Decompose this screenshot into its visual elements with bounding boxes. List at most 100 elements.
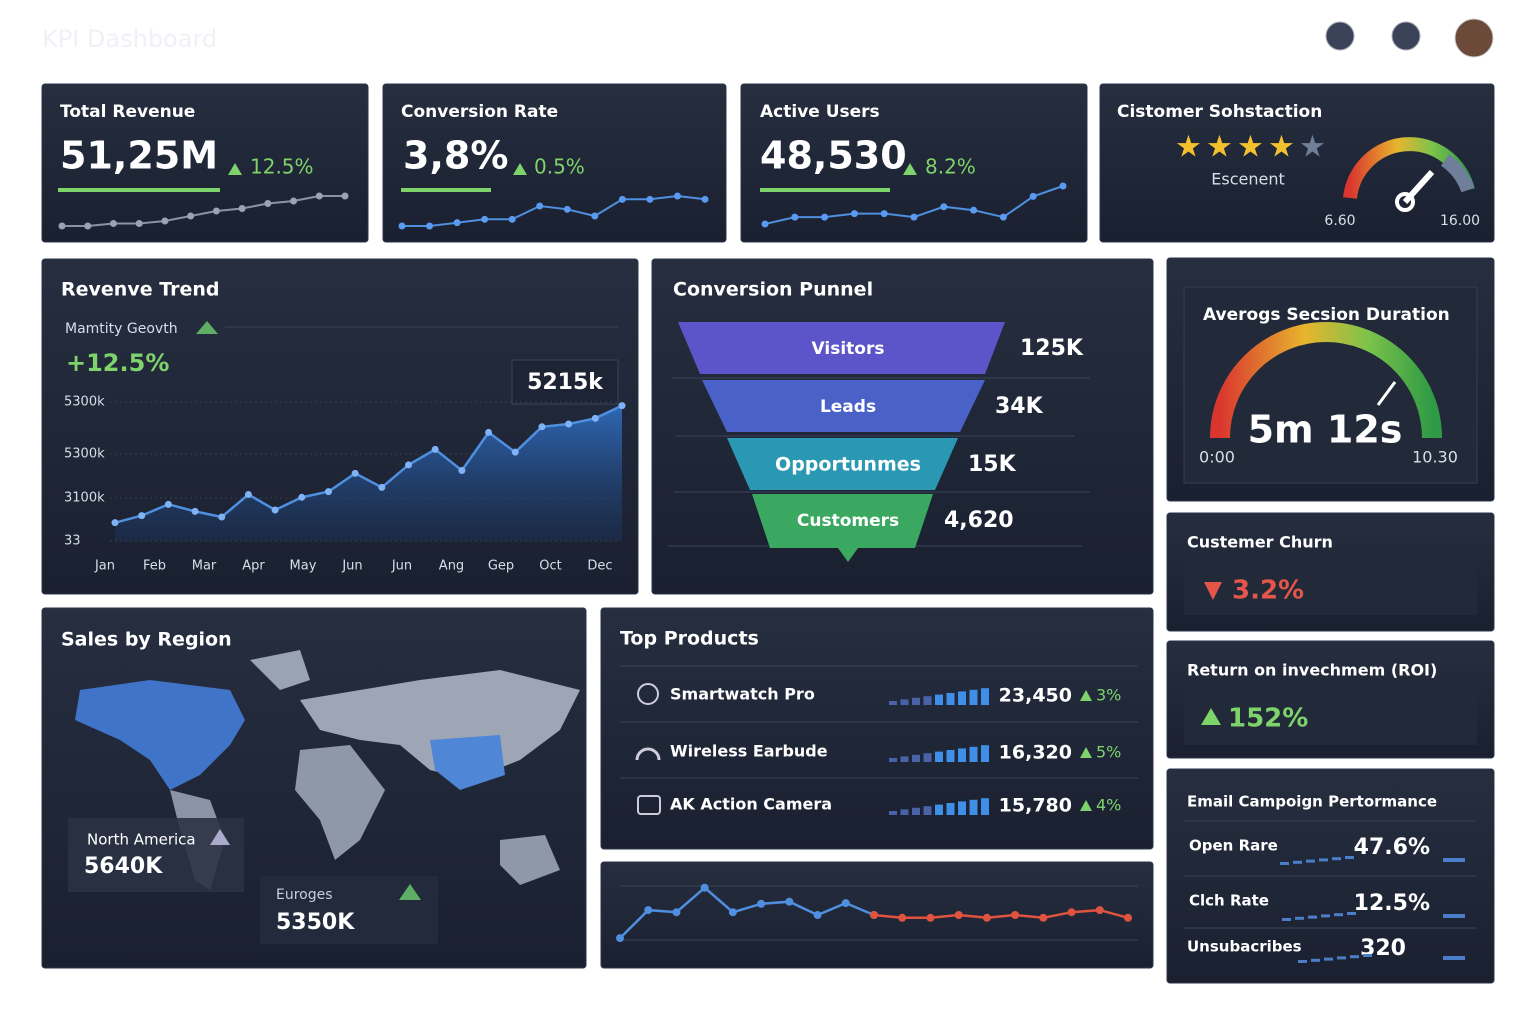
- funnel-label: Visitors: [812, 339, 885, 359]
- point: [1095, 906, 1104, 915]
- icon-button[interactable]: [1391, 21, 1421, 51]
- x-tick-label: Dec: [587, 559, 612, 574]
- product-change: 3%: [1096, 686, 1121, 705]
- point: [898, 913, 907, 922]
- dash: [1306, 859, 1315, 863]
- kpi-change: 0.5%: [534, 155, 585, 179]
- point: [618, 402, 626, 410]
- line: [873, 908, 1129, 920]
- sparkline: [62, 195, 345, 227]
- mini-bar: [912, 807, 920, 815]
- icon-button[interactable]: [1325, 21, 1355, 51]
- point: [616, 934, 624, 943]
- kpi-value: 48,530: [760, 134, 907, 178]
- gauge-max: 16.00: [1440, 213, 1480, 229]
- mini-bar: [900, 756, 909, 762]
- point: [351, 469, 359, 477]
- point: [191, 507, 199, 515]
- x-tick-label: Mar: [192, 559, 217, 574]
- funnel-label: Opportunmes: [775, 454, 921, 476]
- mini-bar: [923, 753, 932, 762]
- spark-point: [880, 210, 888, 218]
- progress: [760, 188, 890, 192]
- up-icon: [228, 163, 242, 175]
- point: [565, 420, 573, 428]
- y-axis-label: 3100k: [64, 491, 105, 506]
- x-tick-label: Jun: [391, 559, 412, 574]
- mini-bar: [981, 745, 989, 762]
- gauge-value: 5m 12s: [1248, 408, 1403, 452]
- mini-bar: [946, 693, 955, 705]
- spark-point: [999, 213, 1007, 221]
- avatar[interactable]: [1454, 18, 1494, 58]
- product-change: 4%: [1096, 796, 1121, 815]
- funnel-value: 125K: [1020, 336, 1084, 361]
- card-title: Custemer Churn: [1187, 533, 1333, 552]
- spark-point: [161, 217, 169, 225]
- point: [244, 490, 252, 498]
- continent: [500, 835, 560, 885]
- star: ★: [1299, 130, 1326, 165]
- spark-point: [84, 222, 92, 230]
- point: [511, 448, 519, 456]
- point: [785, 897, 794, 906]
- spark-point: [426, 222, 434, 230]
- card-title: Averogs Secsion Duration: [1203, 305, 1450, 325]
- x-tick-label: Oct: [539, 559, 561, 574]
- funnel-label: Customers: [797, 511, 899, 531]
- point: [378, 483, 386, 491]
- mini-bar: [981, 798, 989, 815]
- point: [672, 908, 681, 917]
- product-name: Smartwatch Pro: [670, 685, 815, 704]
- point: [1039, 913, 1048, 922]
- mini-bar: [958, 801, 966, 815]
- spark-point: [58, 222, 66, 230]
- panel: [382, 83, 727, 243]
- point: [644, 906, 653, 915]
- product-icon: [637, 795, 661, 815]
- funnel-stage: [702, 380, 985, 432]
- point: [870, 911, 878, 919]
- annotation: Mamtity Geovth: [65, 321, 178, 337]
- dash: [1443, 858, 1465, 862]
- point: [271, 506, 279, 514]
- funnel-value: 34K: [995, 394, 1044, 419]
- funnel-stage: [752, 494, 933, 562]
- spark-point: [910, 213, 918, 221]
- gauge-needle: [1376, 381, 1397, 406]
- mini-bar: [923, 696, 932, 705]
- kpi-value: 51,25M: [60, 134, 218, 178]
- card-title: Sales by Region: [61, 629, 232, 651]
- product-name: Wireless Earbude: [670, 742, 828, 761]
- spark-point: [761, 220, 769, 228]
- point: [111, 519, 119, 527]
- mini-bar: [889, 758, 897, 762]
- continent: [250, 650, 310, 690]
- progress: [58, 188, 220, 192]
- point: [538, 423, 546, 431]
- spark-point: [341, 192, 349, 200]
- dash: [1298, 960, 1307, 963]
- inner-panel: [1184, 691, 1477, 745]
- mini-bar: [946, 803, 955, 815]
- mini-bar: [900, 699, 909, 705]
- point: [591, 414, 599, 422]
- card-title: Cistomer Sohstaction: [1117, 102, 1322, 122]
- tooltip-box: [511, 359, 619, 405]
- point: [1067, 908, 1076, 917]
- mini-bar: [981, 688, 989, 705]
- mini-bar: [969, 689, 978, 705]
- point: [1011, 911, 1020, 919]
- mini-bar: [969, 799, 978, 815]
- dash: [1347, 912, 1356, 915]
- spark-point: [481, 215, 489, 223]
- spark-point: [791, 213, 799, 221]
- funnel-value: 15K: [968, 452, 1017, 477]
- mini-bar: [946, 750, 955, 762]
- point: [138, 512, 146, 520]
- star: ★: [1268, 130, 1295, 165]
- funnel-stage: [678, 322, 1005, 374]
- point: [700, 883, 709, 892]
- point: [431, 445, 439, 453]
